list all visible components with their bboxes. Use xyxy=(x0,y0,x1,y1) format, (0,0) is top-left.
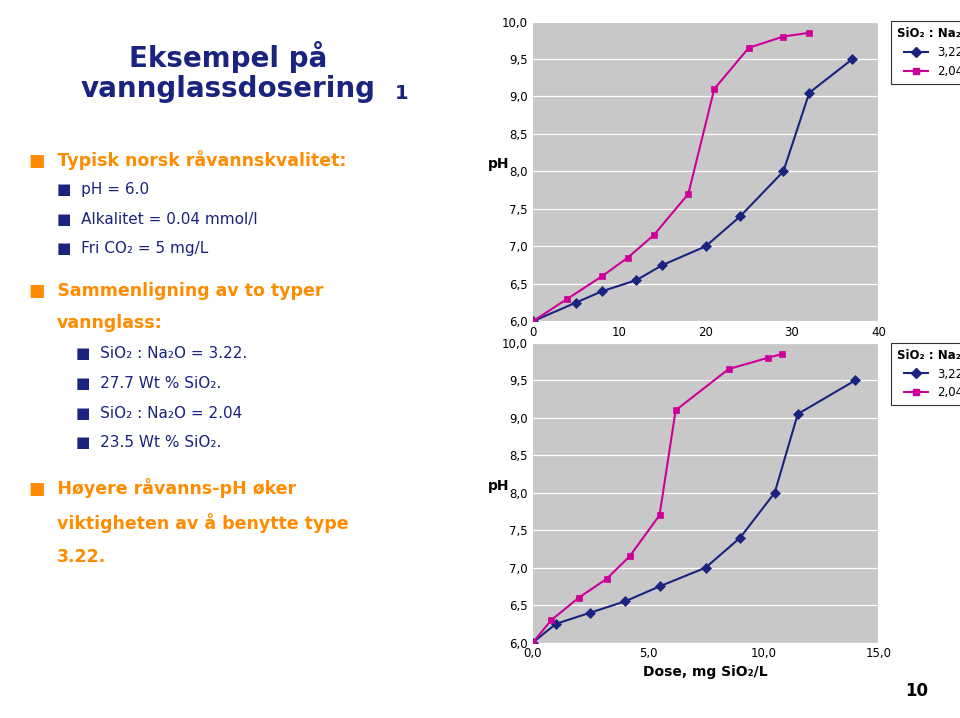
Text: ■  27.7 Wt % SiO₂.: ■ 27.7 Wt % SiO₂. xyxy=(76,376,222,391)
Text: ■  SiO₂ : Na₂O = 3.22.: ■ SiO₂ : Na₂O = 3.22. xyxy=(76,347,248,361)
FancyBboxPatch shape xyxy=(883,667,955,715)
Text: ®: ® xyxy=(46,684,60,698)
Text: 10: 10 xyxy=(905,682,928,700)
Text: vannglassdosering: vannglassdosering xyxy=(81,75,375,103)
X-axis label: Dose, mg SiO₂/L: Dose, mg SiO₂/L xyxy=(643,665,768,679)
Legend: 3,22, 2,04: 3,22, 2,04 xyxy=(891,342,960,406)
Text: SINTEF: SINTEF xyxy=(125,681,202,701)
Text: 1: 1 xyxy=(395,84,408,103)
Text: ■  Fri CO₂ = 5 mg/L: ■ Fri CO₂ = 5 mg/L xyxy=(57,241,208,256)
Text: ■  Sammenligning av to typer: ■ Sammenligning av to typer xyxy=(29,281,323,300)
Text: ■  SiO₂ : Na₂O = 2.04: ■ SiO₂ : Na₂O = 2.04 xyxy=(76,406,242,421)
Legend: 3,22, 2,04: 3,22, 2,04 xyxy=(891,22,960,84)
Y-axis label: pH: pH xyxy=(488,479,509,493)
Text: ■  Alkalitet = 0.04 mmol/l: ■ Alkalitet = 0.04 mmol/l xyxy=(57,212,257,227)
Text: 3.22.: 3.22. xyxy=(57,549,107,567)
Y-axis label: pH: pH xyxy=(488,157,509,172)
Text: Eksempel på: Eksempel på xyxy=(129,40,327,73)
Text: viktigheten av å benytte type: viktigheten av å benytte type xyxy=(57,513,348,533)
Text: SINTEF Byggforsk: SINTEF Byggforsk xyxy=(515,684,637,698)
Text: ■  23.5 Wt % SiO₂.: ■ 23.5 Wt % SiO₂. xyxy=(76,435,222,450)
Text: vannglass:: vannglass: xyxy=(57,314,163,332)
Text: ■  pH = 6.0: ■ pH = 6.0 xyxy=(57,182,149,197)
X-axis label: Dose, ml/m³: Dose, ml/m³ xyxy=(659,343,753,358)
Text: ■  Høyere råvanns-pH øker: ■ Høyere råvanns-pH øker xyxy=(29,478,296,498)
Text: ■  Typisk norsk råvannskvalitet:: ■ Typisk norsk råvannskvalitet: xyxy=(29,150,346,170)
